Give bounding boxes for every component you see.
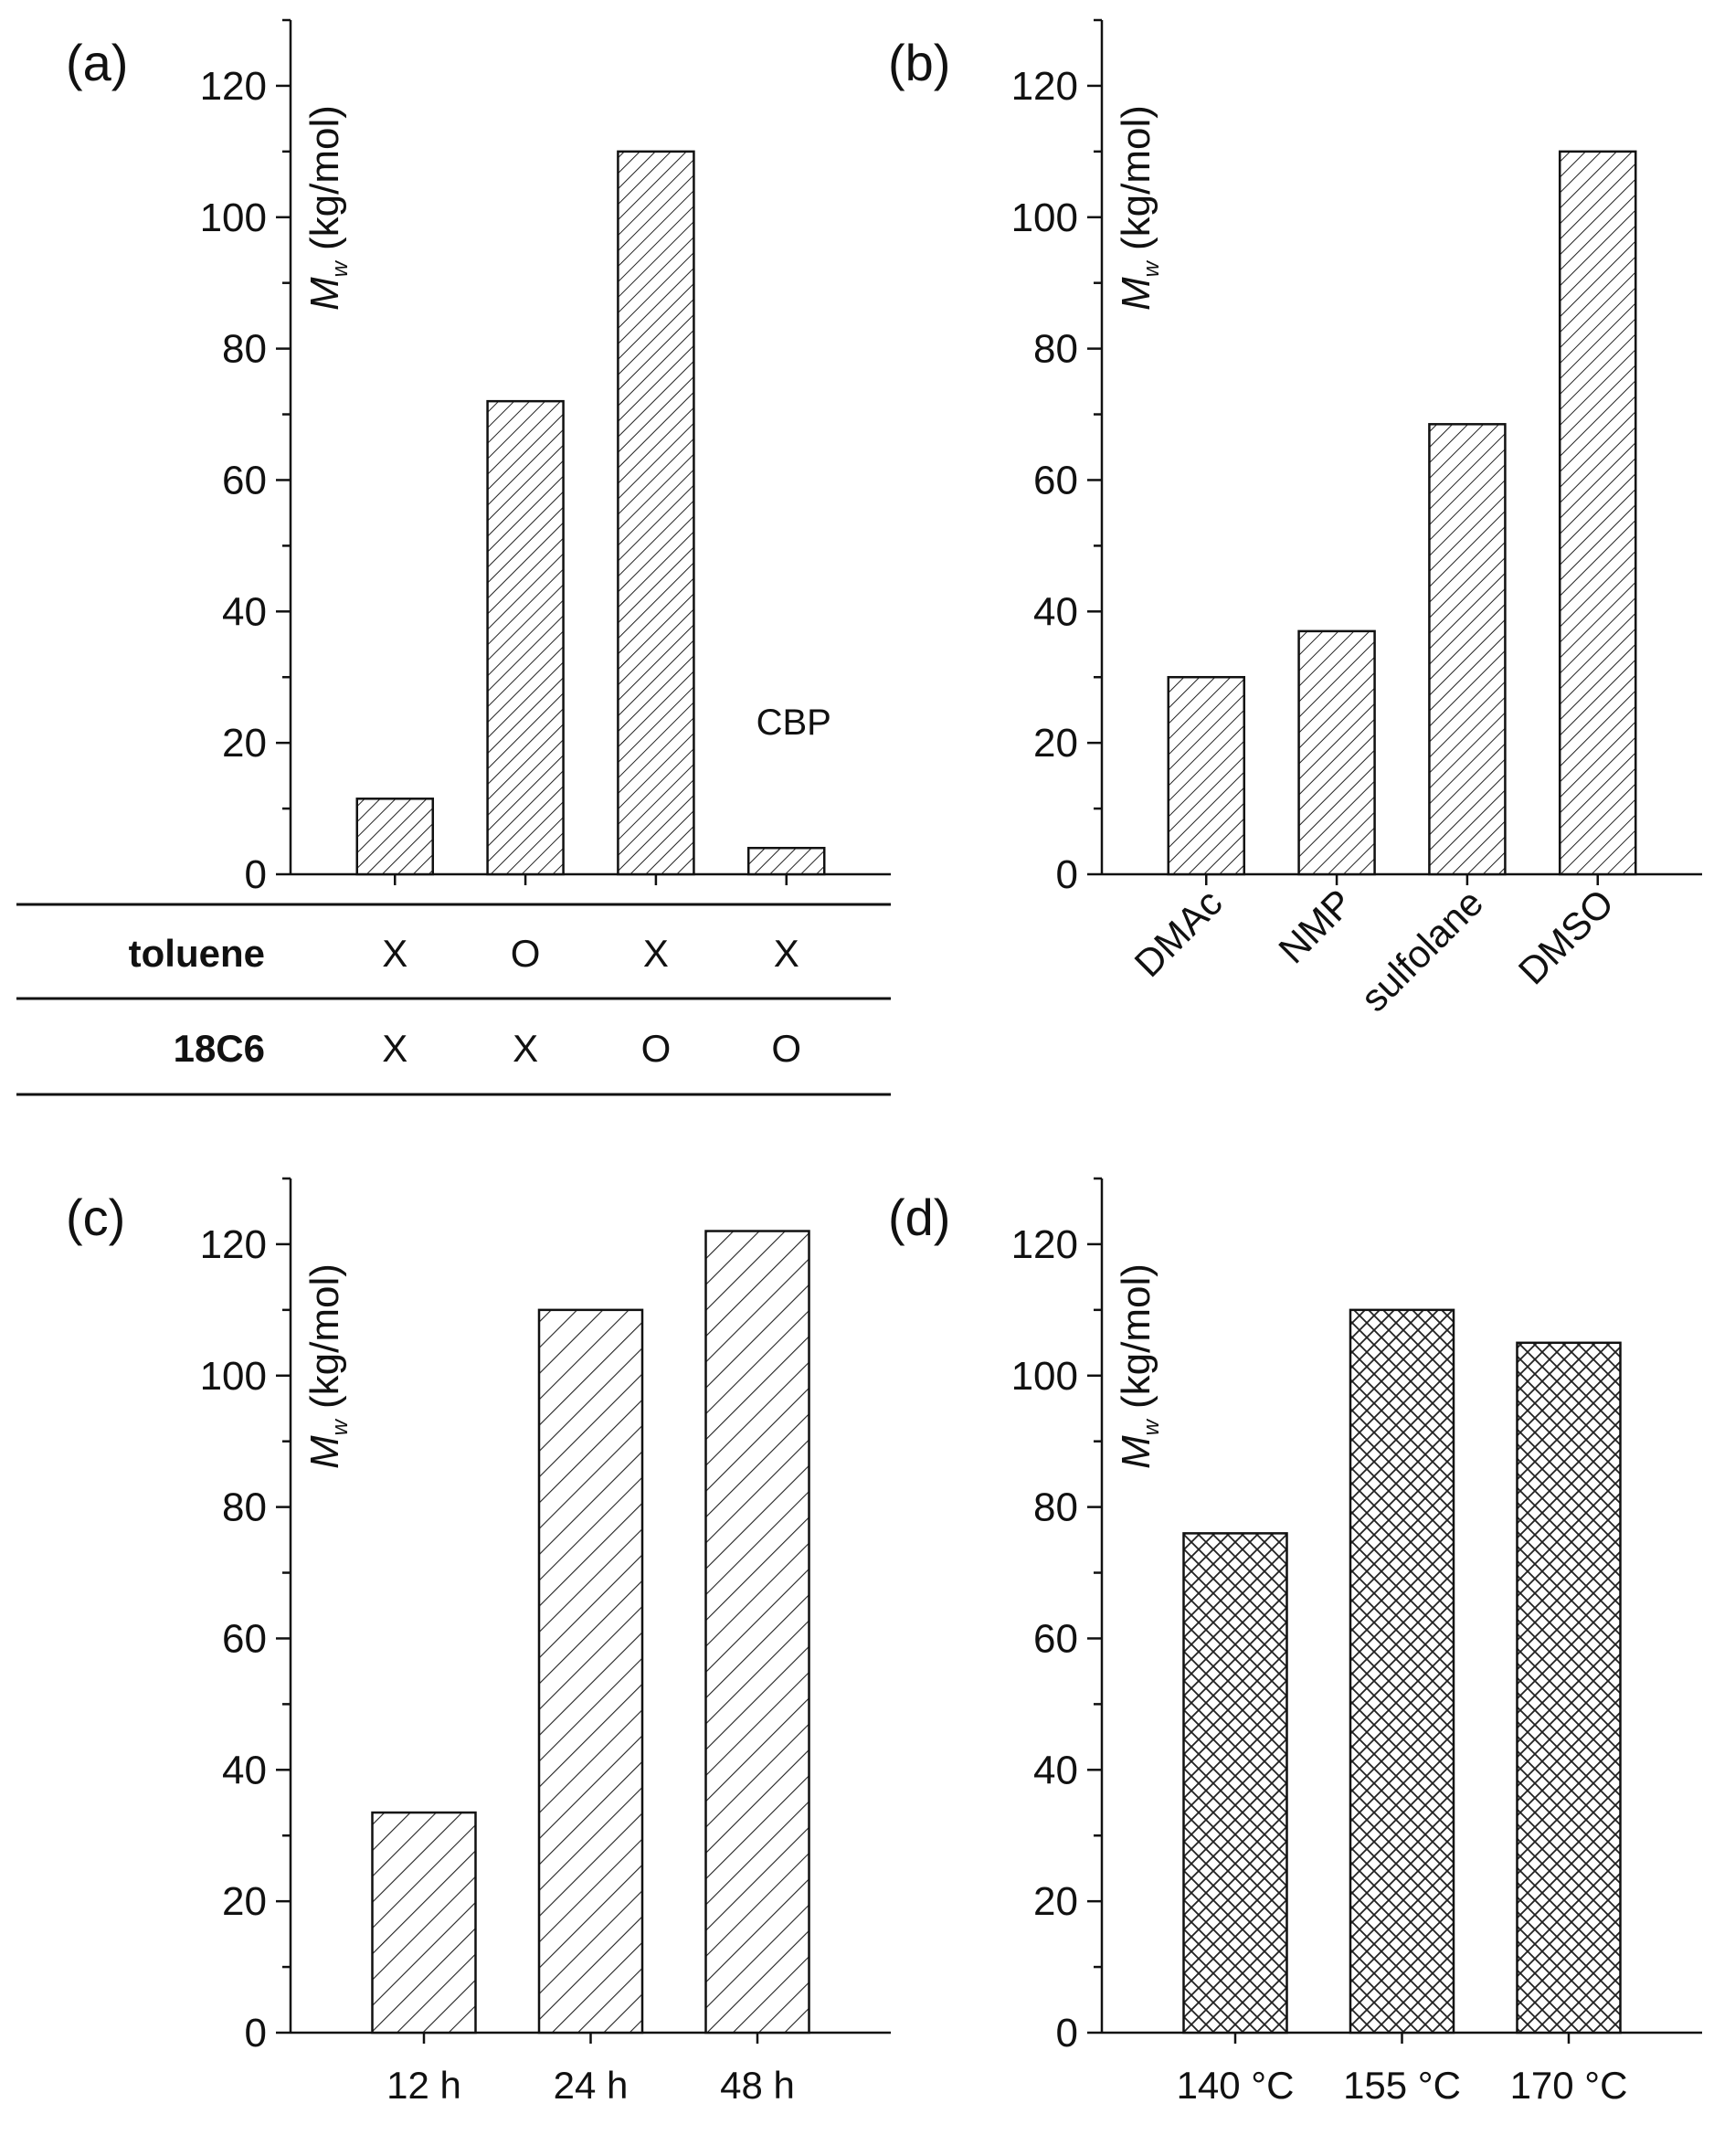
y-axis-title: Mw (kg/mol)	[1114, 1263, 1164, 1469]
x-category-label: 12 h	[386, 2064, 461, 2107]
panel-label: (c)	[66, 1189, 125, 1246]
bar	[1349, 1308, 1455, 2034]
y-tick-label: 100	[1011, 196, 1078, 240]
y-axis-title-symbol: M	[302, 1435, 347, 1469]
y-axis-title-subscript: w	[1139, 259, 1164, 277]
condition-table: toluene X O X X 18C6 X X O O	[16, 903, 891, 1096]
y-tick-label: 0	[245, 852, 267, 897]
bar	[1558, 150, 1637, 876]
table-cell: O	[641, 1027, 672, 1070]
y-axis-title: Mw (kg/mol)	[302, 105, 353, 311]
bar	[704, 1230, 810, 2034]
y-tick-label: 20	[1033, 1879, 1078, 1924]
y-tick-label: 80	[1033, 327, 1078, 372]
y-tick-label: 0	[1056, 852, 1078, 897]
bar	[537, 1308, 644, 2034]
panel-a: (a) 0 20 40 60 80 100 120 Mw (kg/mol) CBP	[66, 18, 891, 897]
bar	[355, 798, 435, 876]
x-category-label: DMAc	[1127, 881, 1231, 985]
y-tick-label: 20	[222, 1879, 267, 1924]
x-category-label: 170 °C	[1510, 2064, 1628, 2107]
table-row-label: toluene	[129, 932, 265, 975]
y-tick-label: 20	[222, 721, 267, 766]
y-tick-label: 40	[1033, 1748, 1078, 1792]
y-axis-title-subscript: w	[1139, 1418, 1164, 1435]
panel-d: (d) 0 20 40 60 80 100 120 Mw (kg/mol) 140 °C 155 °C…	[888, 1177, 1702, 2107]
y-axis-title: Mw (kg/mol)	[1114, 105, 1164, 311]
y-tick-label: 40	[222, 1748, 267, 1792]
panel-label: (b)	[888, 34, 950, 91]
y-tick-label: 20	[1033, 721, 1078, 766]
bar	[486, 399, 565, 876]
table-cell: X	[513, 1027, 538, 1070]
y-axis-title-unit: (kg/mol)	[302, 1263, 347, 1409]
panel-label: (a)	[66, 34, 128, 91]
y-tick-label: 100	[200, 196, 267, 240]
bar	[1167, 675, 1246, 876]
y-tick-label: 40	[222, 589, 267, 634]
y-axis-title: Mw (kg/mol)	[302, 1263, 353, 1469]
y-tick-label: 60	[222, 1616, 267, 1661]
x-category-label: DMSO	[1510, 881, 1622, 992]
bar	[617, 150, 695, 876]
y-tick-label: 100	[200, 1354, 267, 1399]
bar	[1428, 423, 1507, 876]
y-axis-title-symbol: M	[1114, 1435, 1158, 1469]
bar-annotation: CBP	[756, 703, 831, 743]
x-category-label: 155 °C	[1343, 2064, 1461, 2107]
x-category-label: 24 h	[554, 2064, 629, 2107]
y-tick-label: 0	[1056, 2011, 1078, 2056]
y-tick-label: 80	[222, 327, 267, 372]
panel-b: (b) 0 20 40 60 80 100 120 Mw (kg/mol) DMAc NMPsulfo…	[888, 18, 1702, 1020]
bar	[1516, 1341, 1622, 2034]
y-tick-label: 120	[1011, 1222, 1078, 1267]
x-category-label: 48 h	[720, 2064, 795, 2107]
table-cell: X	[643, 932, 669, 975]
y-tick-label: 40	[1033, 589, 1078, 634]
x-category-label: 140 °C	[1177, 2064, 1295, 2107]
y-tick-label: 100	[1011, 1354, 1078, 1399]
y-tick-label: 60	[222, 458, 267, 502]
table-cell: X	[382, 932, 407, 975]
y-tick-label: 120	[1011, 64, 1078, 109]
panel-label: (d)	[888, 1189, 950, 1246]
y-tick-label: 80	[222, 1485, 267, 1530]
y-axis-title-unit: (kg/mol)	[1114, 1263, 1158, 1409]
y-tick-label: 60	[1033, 458, 1078, 502]
table-cell: O	[771, 1027, 801, 1070]
bar	[1297, 629, 1376, 876]
table-cell: X	[382, 1027, 407, 1070]
y-tick-label: 0	[245, 2011, 267, 2056]
y-axis-title-unit: (kg/mol)	[1114, 105, 1158, 250]
bar	[746, 846, 826, 876]
table-cell: X	[774, 932, 799, 975]
x-category-label: sulfolane	[1352, 881, 1491, 1020]
y-axis-title-subscript: w	[328, 259, 353, 277]
y-axis-title-symbol: M	[1114, 277, 1158, 311]
y-tick-label: 120	[200, 64, 267, 109]
table-cell: O	[511, 932, 541, 975]
y-tick-label: 120	[200, 1222, 267, 1267]
y-tick-label: 80	[1033, 1485, 1078, 1530]
y-axis-title-symbol: M	[302, 277, 347, 311]
y-axis-title-subscript: w	[328, 1418, 353, 1435]
bar	[371, 1811, 477, 2034]
table-row-label: 18C6	[174, 1027, 265, 1070]
panel-c: (c) 0 20 40 60 80 100 120 Mw (kg/mol) 12 h 24 h 48 h	[66, 1177, 891, 2107]
x-category-label: NMP	[1270, 881, 1360, 971]
bar	[1182, 1532, 1288, 2034]
y-tick-label: 60	[1033, 1616, 1078, 1661]
y-axis-title-unit: (kg/mol)	[302, 105, 347, 250]
